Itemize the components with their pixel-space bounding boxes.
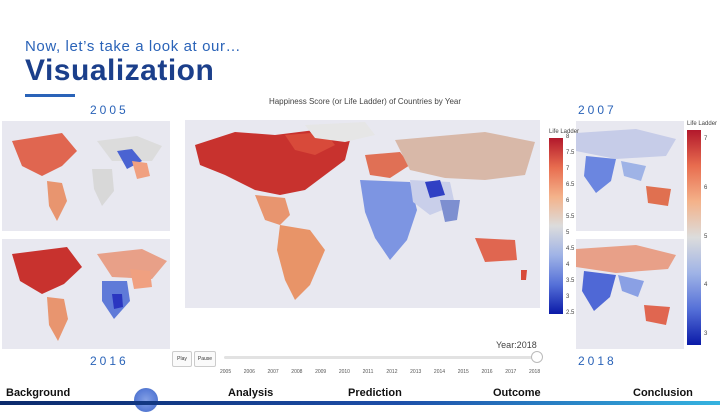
main-colorbar-tick: 4 (566, 262, 570, 268)
pause-button[interactable]: Pause (194, 351, 216, 367)
year-tick-2007[interactable]: 2007 (267, 369, 279, 375)
play-button[interactable]: Play (172, 351, 192, 367)
year-tick-2015[interactable]: 2015 (457, 369, 469, 375)
year-tick-2017[interactable]: 2017 (505, 369, 517, 375)
main-colorbar-tick: 7 (566, 166, 570, 172)
main-colorbar-tick: 7.5 (566, 150, 575, 156)
main-colorbar-tick: 8 (566, 134, 570, 140)
chart-title: Happiness Score (or Life Ladder) of Coun… (268, 97, 462, 106)
map-thumbnail-top-left (2, 121, 170, 231)
main-colorbar-tick: 6.5 (566, 182, 575, 188)
main-colorbar-tick: 5 (566, 230, 570, 236)
year-tick-2005[interactable]: 2005 (220, 369, 232, 375)
map-thumbnail-bottom-left (2, 239, 170, 349)
main-colorbar-tick: 6 (566, 198, 570, 204)
year-tick-2006[interactable]: 2006 (243, 369, 255, 375)
progress-indicator (134, 388, 158, 412)
main-colorbar-tick: 3.5 (566, 278, 575, 284)
map-thumbnail-bottom-right (576, 239, 684, 349)
thumbnail-year-bottom-right: 2018 (578, 354, 617, 368)
right-colorbar-tick: 4 (704, 282, 708, 289)
right-colorbar-title: Life Ladder (687, 121, 718, 127)
year-tick-2014[interactable]: 2014 (433, 369, 446, 375)
progress-bar (0, 401, 720, 405)
year-tick-2011[interactable]: 2011 (362, 369, 374, 375)
thumbnail-year-bottom-left: 2016 (90, 354, 129, 368)
main-colorbar-title: Life Ladder (549, 129, 580, 135)
thumbnail-year-top-right: 2007 (578, 103, 617, 117)
main-colorbar-tick: 4.5 (566, 246, 575, 252)
year-tick-2008[interactable]: 2008 (291, 369, 303, 375)
year-tick-2018[interactable]: 2018 (529, 369, 541, 375)
year-tick-2013[interactable]: 2013 (410, 369, 422, 375)
right-colorbar-tick: 5 (704, 233, 708, 240)
map-thumbnail-top-right (576, 121, 684, 231)
main-colorbar-tick: 3 (566, 294, 570, 300)
page-title: Visualization (25, 54, 215, 87)
right-colorbar-tick: 7 (704, 136, 708, 142)
year-tick-2016[interactable]: 2016 (481, 369, 493, 375)
year-slider-handle[interactable] (531, 351, 543, 363)
title-underline (25, 94, 75, 97)
world-map-2018 (185, 120, 540, 308)
main-colorbar-tick: 2.5 (566, 310, 575, 316)
main-colorbar-tick: 5.5 (566, 214, 575, 220)
nav-item-conclusion[interactable]: Conclusion (633, 387, 693, 399)
nav-item-background[interactable]: Background (6, 387, 71, 399)
main-colorbar (549, 138, 563, 314)
year-slider-track[interactable] (224, 356, 537, 359)
right-colorbar-tick: 3 (704, 331, 708, 337)
right-colorbar (687, 130, 701, 345)
nav-item-prediction[interactable]: Prediction (348, 387, 402, 399)
current-year-label: Year:2018 (496, 340, 537, 350)
thumbnail-year-top-left: 2005 (90, 103, 129, 117)
right-colorbar-tick: 6 (704, 184, 708, 191)
year-tick-2009[interactable]: 2009 (315, 369, 327, 375)
nav-item-outcome[interactable]: Outcome (493, 387, 541, 399)
nav-item-analysis[interactable]: Analysis (228, 387, 274, 399)
year-tick-2012[interactable]: 2012 (386, 369, 398, 375)
year-tick-2010[interactable]: 2010 (338, 369, 350, 375)
section-subtitle: Now, let’s take a look at our… (25, 38, 242, 55)
